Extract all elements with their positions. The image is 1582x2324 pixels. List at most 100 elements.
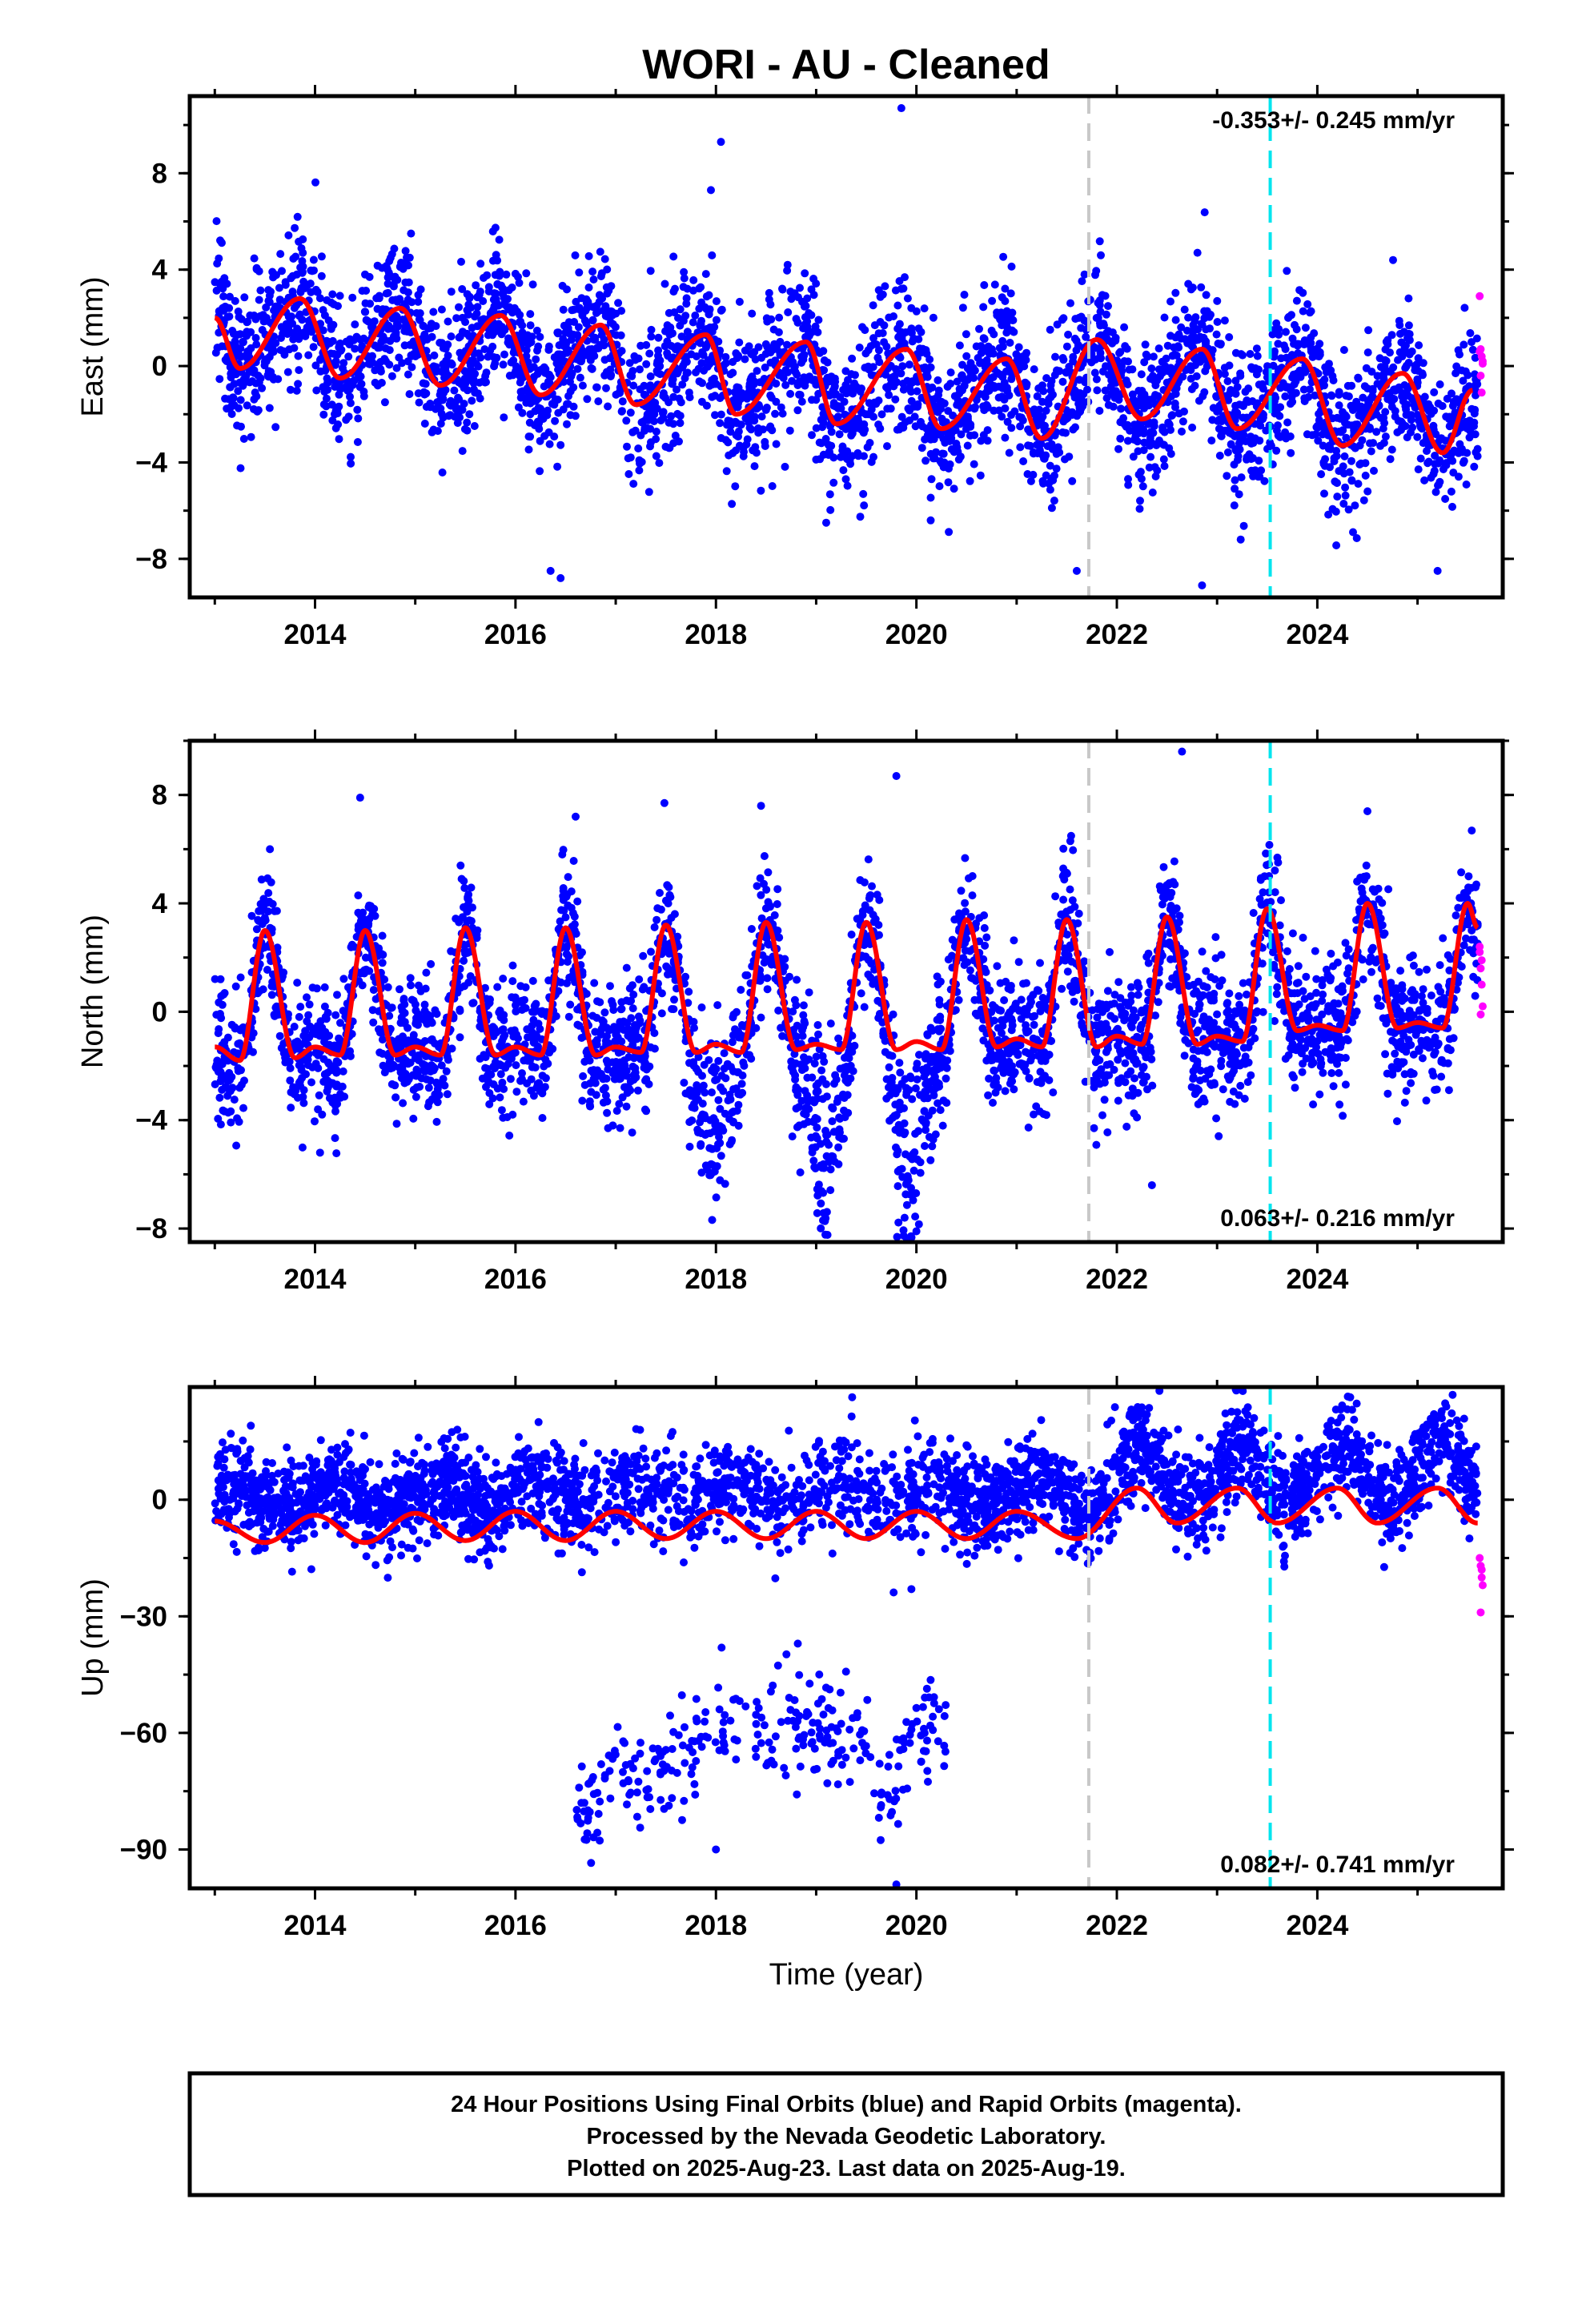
final-point: [907, 324, 916, 333]
final-point: [666, 323, 675, 332]
final-point: [669, 392, 678, 401]
final-point: [473, 303, 482, 312]
final-point: [697, 397, 706, 406]
final-point: [339, 359, 348, 368]
final-point: [606, 318, 615, 327]
final-point: [966, 422, 975, 431]
final-point: [1458, 444, 1466, 453]
final-point: [472, 360, 480, 368]
final-point: [1333, 479, 1341, 488]
final-point: [351, 344, 359, 353]
final-point: [392, 1120, 401, 1128]
final-point: [818, 423, 827, 432]
final-point: [881, 282, 889, 291]
final-point: [812, 424, 821, 432]
final-point: [670, 995, 678, 1004]
final-point: [476, 259, 485, 268]
final-point: [509, 348, 518, 357]
final-point: [1123, 436, 1132, 445]
final-point: [759, 425, 767, 434]
final-point: [243, 353, 251, 362]
final-point: [1102, 310, 1110, 319]
final-point: [1034, 384, 1043, 392]
final-point: [1008, 308, 1017, 317]
final-point: [1339, 500, 1348, 508]
final-point: [1002, 328, 1011, 337]
final-point: [643, 410, 652, 419]
final-point: [979, 402, 988, 411]
final-point: [731, 417, 740, 426]
final-point: [1396, 329, 1404, 338]
final-point: [636, 385, 644, 394]
final-point: [550, 353, 559, 362]
final-point: [1066, 299, 1074, 308]
final-point: [966, 431, 974, 440]
final-point: [712, 297, 721, 306]
final-point: [766, 391, 775, 400]
final-point: [751, 443, 760, 452]
final-point: [875, 358, 884, 367]
final-point: [508, 977, 517, 986]
final-point: [1379, 439, 1388, 447]
final-point: [874, 346, 883, 355]
final-point: [889, 312, 897, 320]
final-point: [861, 349, 870, 358]
final-point: [761, 363, 769, 372]
final-point: [983, 436, 992, 445]
final-point: [460, 400, 468, 408]
final-point: [563, 285, 571, 294]
final-point: [346, 399, 355, 408]
final-point: [1397, 425, 1405, 434]
final-point: [922, 349, 931, 358]
final-point: [1243, 452, 1251, 461]
final-point: [1130, 396, 1139, 405]
final-point: [275, 283, 283, 292]
final-point: [499, 975, 508, 983]
final-point: [1121, 1059, 1130, 1068]
final-point: [532, 326, 541, 335]
final-point: [348, 293, 357, 302]
final-point: [839, 385, 848, 394]
final-point: [708, 392, 717, 401]
final-point: [910, 402, 918, 411]
final-point: [255, 296, 263, 304]
y-tick-label: 4: [152, 255, 168, 286]
final-point: [335, 435, 343, 444]
final-point: [1252, 344, 1261, 353]
final-point: [1275, 331, 1283, 339]
final-point: [870, 321, 879, 330]
final-point: [407, 981, 415, 990]
final-point: [592, 308, 600, 317]
final-point: [224, 395, 233, 404]
final-point: [730, 396, 739, 405]
final-point: [937, 397, 946, 406]
final-point: [670, 308, 679, 316]
final-point: [978, 347, 987, 356]
figure-title: WORI - AU - Cleaned: [642, 42, 1050, 88]
final-point: [354, 414, 363, 423]
final-point: [1160, 313, 1169, 322]
final-point: [1460, 340, 1468, 349]
final-point: [546, 566, 555, 575]
final-point: [775, 313, 784, 322]
final-point: [522, 399, 531, 407]
final-point: [1274, 340, 1283, 348]
final-point: [455, 333, 464, 342]
final-point: [523, 337, 532, 346]
final-point: [680, 1079, 689, 1087]
final-point: [312, 386, 321, 395]
final-point: [251, 315, 260, 324]
final-point: [670, 910, 679, 919]
final-point: [347, 452, 355, 461]
final-point: [1096, 352, 1104, 361]
final-point: [1068, 476, 1077, 485]
final-point: [1414, 354, 1423, 363]
final-point: [227, 410, 236, 418]
final-point: [309, 343, 318, 352]
final-point: [216, 236, 224, 245]
final-point: [1465, 433, 1474, 442]
final-point: [315, 294, 324, 303]
final-point: [1461, 367, 1470, 376]
final-point: [231, 296, 239, 305]
